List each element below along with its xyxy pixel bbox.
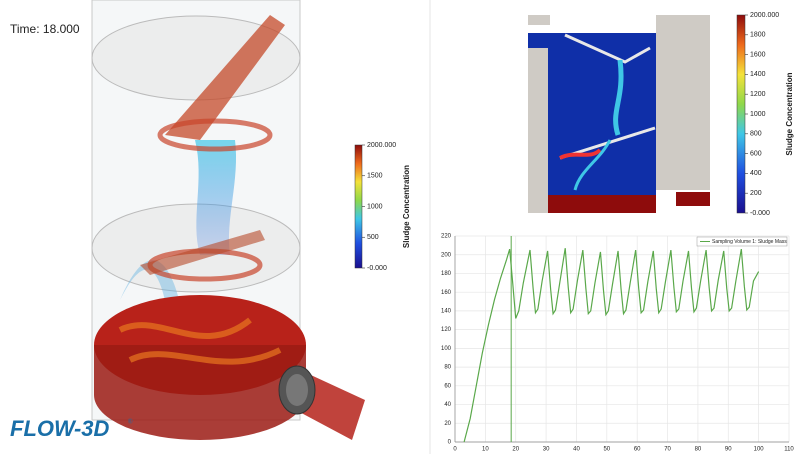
render-3d	[91, 0, 365, 440]
colorbar-tick-label: 400	[750, 170, 762, 177]
colorbar-tick-label: 2000.000	[750, 12, 779, 19]
section-2d	[528, 15, 710, 213]
x-tick-label: 30	[543, 447, 550, 453]
x-tick-label: 80	[695, 447, 702, 453]
y-tick-label: 60	[444, 383, 451, 389]
x-tick-label: 50	[603, 447, 610, 453]
colorbar-tick-label: 2000.000	[367, 142, 396, 149]
colorbar-tick-label: 800	[750, 131, 762, 138]
x-tick-label: 0	[453, 447, 457, 453]
logo: FLOW-3D	[10, 416, 109, 441]
colorbar-tick-label: 1000	[367, 203, 383, 210]
time-label: Time: 18.000	[10, 22, 80, 36]
y-tick-label: 0	[448, 440, 452, 446]
colorbar-tick-label: -0.000	[367, 265, 387, 272]
series-line	[463, 248, 760, 443]
colorbar-tick-label: 1600	[750, 51, 766, 58]
colorbar-title: Sludge Concentration	[785, 72, 794, 155]
x-tick-label: 40	[573, 447, 580, 453]
colorbar	[736, 14, 746, 214]
y-tick-label: 100	[441, 346, 452, 352]
x-tick-label: 20	[512, 447, 519, 453]
colorbar-tick-label: 1200	[750, 91, 766, 98]
y-tick-label: 200	[441, 252, 452, 258]
colorbar-tick-label: 600	[750, 150, 762, 157]
x-tick-label: 60	[634, 447, 641, 453]
colorbar-title: Sludge Concentration	[402, 165, 411, 248]
colorbar-tick-label: 1800	[750, 32, 766, 39]
y-tick-label: 20	[444, 421, 451, 427]
y-tick-label: 140	[441, 308, 452, 314]
y-tick-label: 220	[441, 234, 452, 240]
logo-mark: ®	[128, 419, 133, 426]
colorbar	[354, 144, 363, 269]
colorbar-tick-label: 200	[750, 190, 762, 197]
legend-box	[696, 236, 788, 247]
y-tick-label: 40	[444, 402, 451, 408]
y-tick-label: 80	[444, 365, 451, 371]
colorbar-tick-label: 500	[367, 234, 379, 241]
y-tick-label: 160	[441, 290, 452, 296]
x-tick-label: 100	[754, 447, 765, 453]
x-tick-label: 110	[784, 447, 794, 453]
y-tick-label: 120	[441, 327, 452, 333]
colorbar-tick-label: 1000	[750, 111, 766, 118]
y-tick-label: 180	[441, 271, 452, 277]
legend-label: Sampling Volume 1: Sludge Mass	[712, 239, 787, 245]
colorbar-tick-label: 1500	[367, 173, 383, 180]
x-tick-label: 70	[664, 447, 671, 453]
colorbar-tick-label: 1400	[750, 71, 766, 78]
x-tick-label: 90	[725, 447, 732, 453]
x-tick-label: 10	[482, 447, 489, 453]
colorbar-tick-label: -0.000	[750, 210, 770, 217]
